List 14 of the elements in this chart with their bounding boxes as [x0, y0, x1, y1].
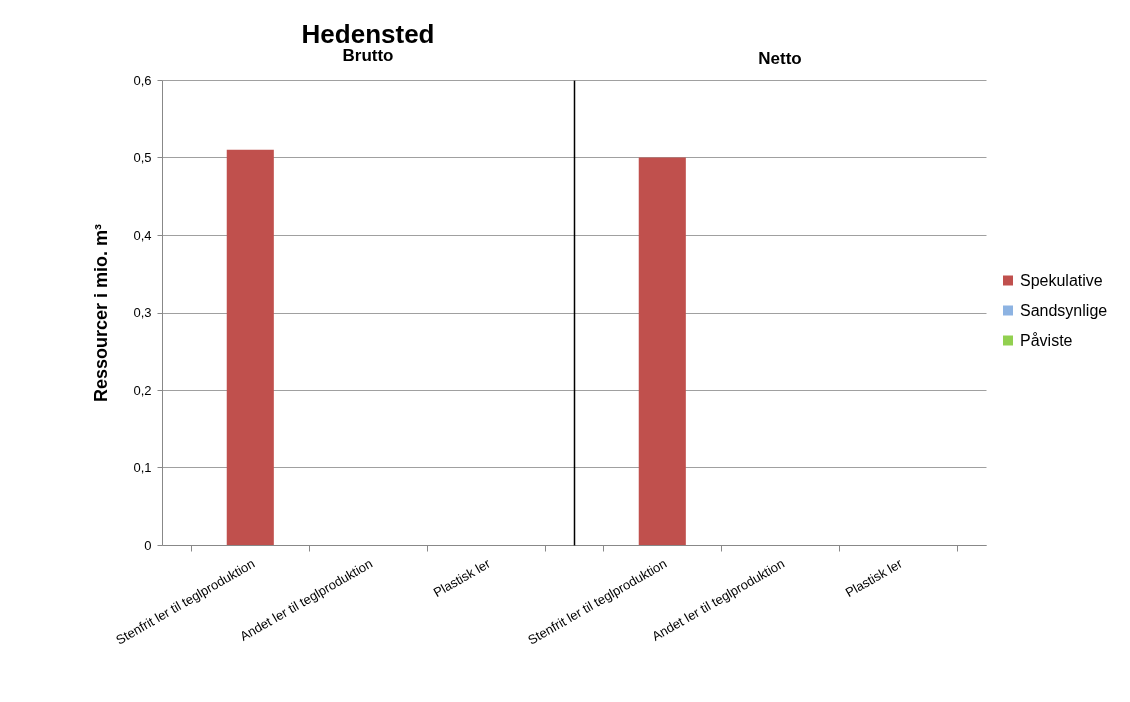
chart-subtitle: Netto: [758, 49, 802, 68]
legend-label: Påviste: [1020, 331, 1073, 349]
chart-subtitle: Brutto: [342, 46, 394, 65]
y-tick-label: 0,6: [133, 72, 152, 88]
y-tick-label: 0,5: [133, 150, 152, 165]
y-axis-title: Ressourcer i mio. m³: [91, 223, 112, 403]
y-tick-label: 0,2: [133, 382, 152, 398]
y-tick-label: 0,1: [133, 460, 152, 475]
legend-label: Sandsynlige: [1020, 301, 1108, 319]
chart-title: Hedensted: [301, 19, 435, 49]
y-tick-label: 0,3: [133, 305, 152, 320]
y-tick-label: 0,4: [133, 227, 152, 243]
y-tick-label: 0: [144, 537, 152, 553]
legend-label: Spekulative: [1020, 271, 1103, 289]
